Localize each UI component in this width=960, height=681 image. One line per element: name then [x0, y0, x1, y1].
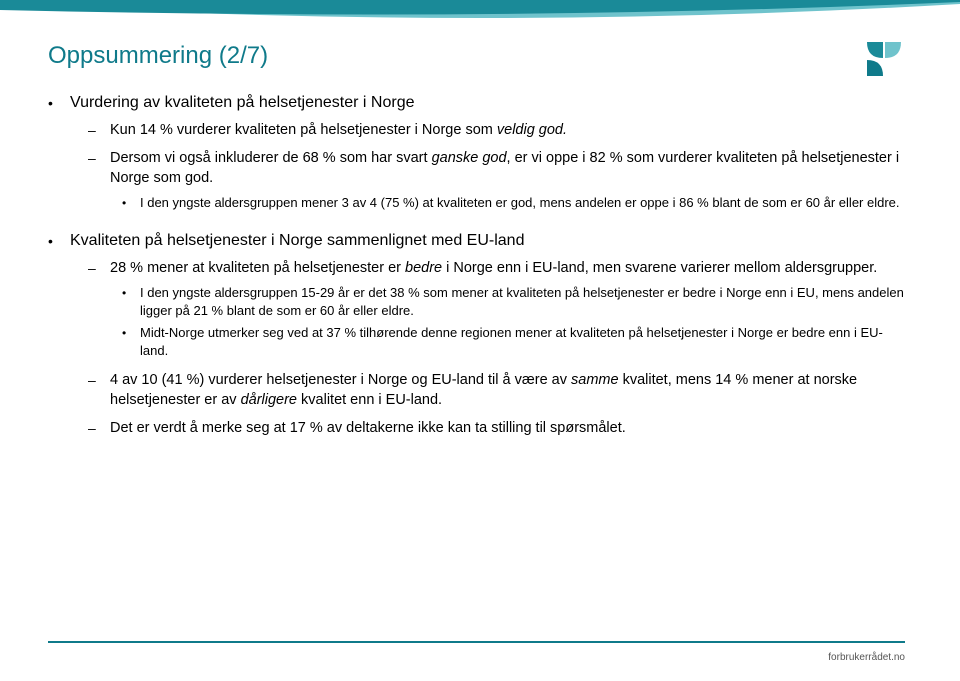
section-heading: Vurdering av kvaliteten på helsetjeneste… — [70, 92, 415, 114]
list-item: – Dersom vi også inkluderer de 68 % som … — [88, 148, 905, 212]
list-item: – Det er verdt å merke seg at 17 % av de… — [88, 418, 905, 438]
page-title: Oppsummering (2/7) — [48, 42, 268, 70]
section-2: • Kvaliteten på helsetjenester i Norge s… — [48, 230, 905, 438]
footer-divider — [48, 641, 905, 643]
list-item: • I den yngste aldersgruppen 15-29 år er… — [122, 284, 905, 320]
brand-logo — [863, 38, 905, 80]
list-item: • I den yngste aldersgruppen mener 3 av … — [122, 194, 905, 212]
slide-content: • Vurdering av kvaliteten på helsetjenes… — [48, 92, 905, 456]
list-item: • Midt-Norge utmerker seg ved at 37 % ti… — [122, 324, 905, 360]
list-item: – Kun 14 % vurderer kvaliteten på helset… — [88, 120, 905, 140]
section-heading: Kvaliteten på helsetjenester i Norge sam… — [70, 230, 524, 252]
section-1: • Vurdering av kvaliteten på helsetjenes… — [48, 92, 905, 212]
list-item: – 4 av 10 (41 %) vurderer helsetjenester… — [88, 370, 905, 410]
header-curve — [0, 0, 960, 30]
list-item: – 28 % mener at kvaliteten på helsetjene… — [88, 258, 905, 360]
footer-url: forbrukerrådet.no — [828, 652, 905, 663]
